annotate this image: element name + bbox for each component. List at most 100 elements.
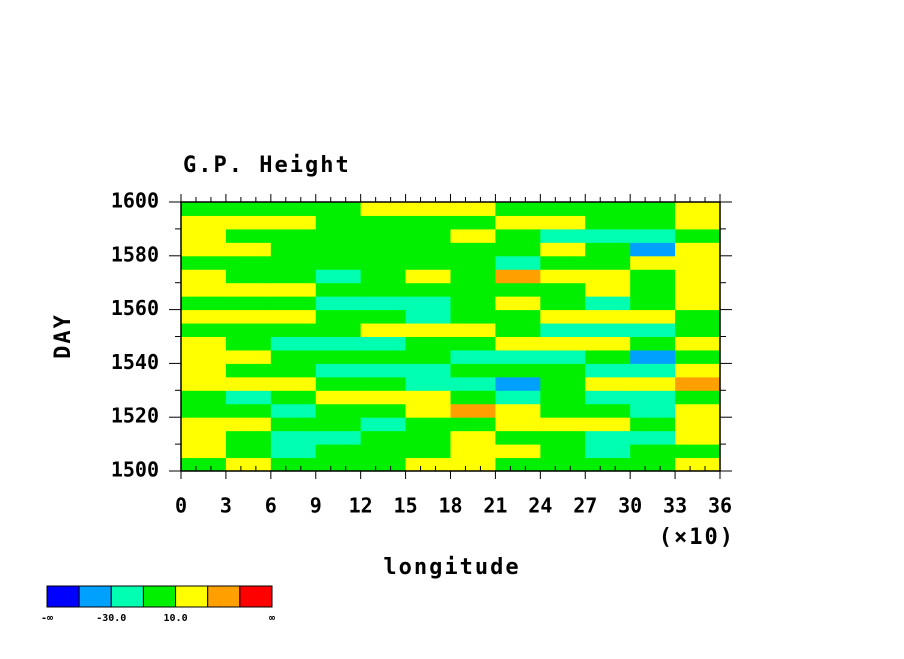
contour-cell [181,403,227,418]
contour-cell [495,202,541,216]
contour-cell [405,336,451,351]
contour-cell [585,403,631,418]
x-tick-label: 27 [573,494,597,518]
contour-cell [630,215,676,230]
contour-cell [495,349,541,364]
contour-cell [315,296,362,311]
contour-cell [585,242,631,257]
y-tick-label: 1600 [111,189,159,213]
contour-cell [315,282,362,297]
contour-cell [270,202,317,216]
colorbar-swatch [175,585,209,608]
contour-cell [540,202,586,216]
contour-cell [540,309,586,324]
contour-cell [405,269,451,284]
contour-cell [585,444,631,459]
contour-cell [225,296,272,311]
contour-cell [360,255,407,270]
contour-cell [405,202,451,216]
contour-cell [360,363,407,378]
contour-cell [630,296,676,311]
contour-cell [540,444,586,459]
contour-cell [585,228,631,243]
contour-cell [450,228,496,243]
colorbar-label: ∞ [269,613,275,624]
contour-cell [630,376,676,391]
colorbar: -∞ -30.0 10.0 ∞ [41,585,275,624]
contour-cell [450,215,496,230]
contour-cell [225,309,272,324]
x-tick-label: 18 [438,494,462,518]
contour-cell [315,323,362,337]
contour-cell [181,242,227,257]
contour-cell [270,403,317,418]
contour-cell [450,269,496,284]
contour-cell [540,215,586,230]
contour-cell [315,336,362,351]
contour-cell [495,390,541,405]
contour-cell [270,430,317,445]
contour-cell [630,430,676,445]
contour-cell [630,403,676,418]
contour-cell [225,282,272,297]
contour-cell [360,376,407,391]
contour-cell [181,309,227,324]
contour-cell [630,255,676,270]
contour-cell [315,417,362,432]
contour-cell [360,282,407,297]
contour-cell [181,390,227,405]
contour-cell [540,390,586,405]
contour-cell [181,363,227,378]
colorbar-label: -30.0 [96,613,126,624]
contour-cell [540,242,586,257]
contour-cell [585,215,631,230]
contour-cell [675,242,721,257]
contour-cell [225,215,272,230]
contour-cell [495,228,541,243]
contour-cell [405,282,451,297]
x-multiplier: (×10) [659,525,735,550]
contour-cell [405,417,451,432]
contour-cell [675,444,721,459]
contour-cell [585,457,631,472]
contour-cell [495,430,541,445]
contour-cell [315,403,362,418]
contour-cell [585,255,631,270]
x-tick-label: 9 [310,494,322,518]
colorbar-label: -∞ [41,613,53,624]
contour-cell [405,228,451,243]
x-tick-label: 24 [528,494,552,518]
contour-cell [270,296,317,311]
contour-cell [450,202,496,216]
contour-cell [540,282,586,297]
contour-cell [270,255,317,270]
contour-cell [675,390,721,405]
contour-cell [450,336,496,351]
contour-cell [405,242,451,257]
contour-cell [270,376,317,391]
contour-cell [270,390,317,405]
contour-cell [405,430,451,445]
contour-cell [585,269,631,284]
x-tick-label: 3 [220,494,232,518]
contour-cell [225,417,272,432]
y-tick-label: 1520 [111,404,159,428]
contour-cell [495,215,541,230]
contour-cell [360,444,407,459]
contour-cell [585,430,631,445]
contour-cell [181,430,227,445]
contour-cell [540,323,586,337]
contour-cell [675,376,721,391]
contour-cell [585,390,631,405]
contour-cell [540,228,586,243]
contour-cell [450,363,496,378]
contour-cell [315,457,362,472]
contour-cell [270,444,317,459]
contour-cell [360,417,407,432]
colorbar-swatch [78,585,112,608]
contour-cell [315,215,362,230]
contour-cell [495,457,541,472]
contour-field [181,202,721,472]
contour-cell [585,363,631,378]
colorbar-swatch [46,585,80,608]
